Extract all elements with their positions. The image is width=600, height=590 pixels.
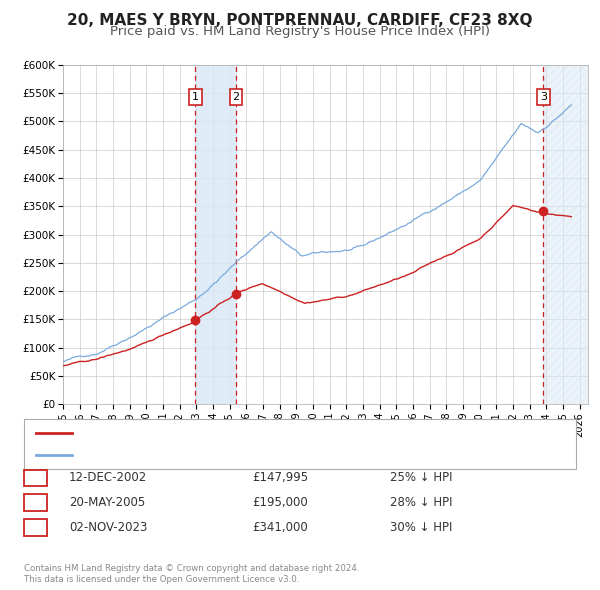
Text: 3: 3: [540, 92, 547, 102]
Text: 3: 3: [32, 521, 39, 534]
Text: £195,000: £195,000: [252, 496, 308, 509]
Bar: [196, 65, 236, 404]
Text: This data is licensed under the Open Government Licence v3.0.: This data is licensed under the Open Gov…: [24, 575, 299, 584]
Text: 1: 1: [192, 92, 199, 102]
Text: 30% ↓ HPI: 30% ↓ HPI: [390, 521, 452, 534]
Text: HPI: Average price, detached house, Cardiff: HPI: Average price, detached house, Card…: [78, 450, 306, 460]
Text: 2: 2: [32, 496, 39, 509]
Text: 20, MAES Y BRYN, PONTPRENNAU, CARDIFF, CF23 8XQ (detached house): 20, MAES Y BRYN, PONTPRENNAU, CARDIFF, C…: [78, 428, 457, 438]
Text: 1: 1: [32, 471, 39, 484]
Text: Price paid vs. HM Land Registry's House Price Index (HPI): Price paid vs. HM Land Registry's House …: [110, 25, 490, 38]
Text: 28% ↓ HPI: 28% ↓ HPI: [390, 496, 452, 509]
Text: 2: 2: [232, 92, 239, 102]
Text: 12-DEC-2002: 12-DEC-2002: [69, 471, 147, 484]
Text: 20-MAY-2005: 20-MAY-2005: [69, 496, 145, 509]
Text: 02-NOV-2023: 02-NOV-2023: [69, 521, 148, 534]
Text: £147,995: £147,995: [252, 471, 308, 484]
Text: 25% ↓ HPI: 25% ↓ HPI: [390, 471, 452, 484]
Text: £341,000: £341,000: [252, 521, 308, 534]
Text: 20, MAES Y BRYN, PONTPRENNAU, CARDIFF, CF23 8XQ: 20, MAES Y BRYN, PONTPRENNAU, CARDIFF, C…: [67, 13, 533, 28]
Bar: [544, 65, 588, 404]
Text: Contains HM Land Registry data © Crown copyright and database right 2024.: Contains HM Land Registry data © Crown c…: [24, 565, 359, 573]
